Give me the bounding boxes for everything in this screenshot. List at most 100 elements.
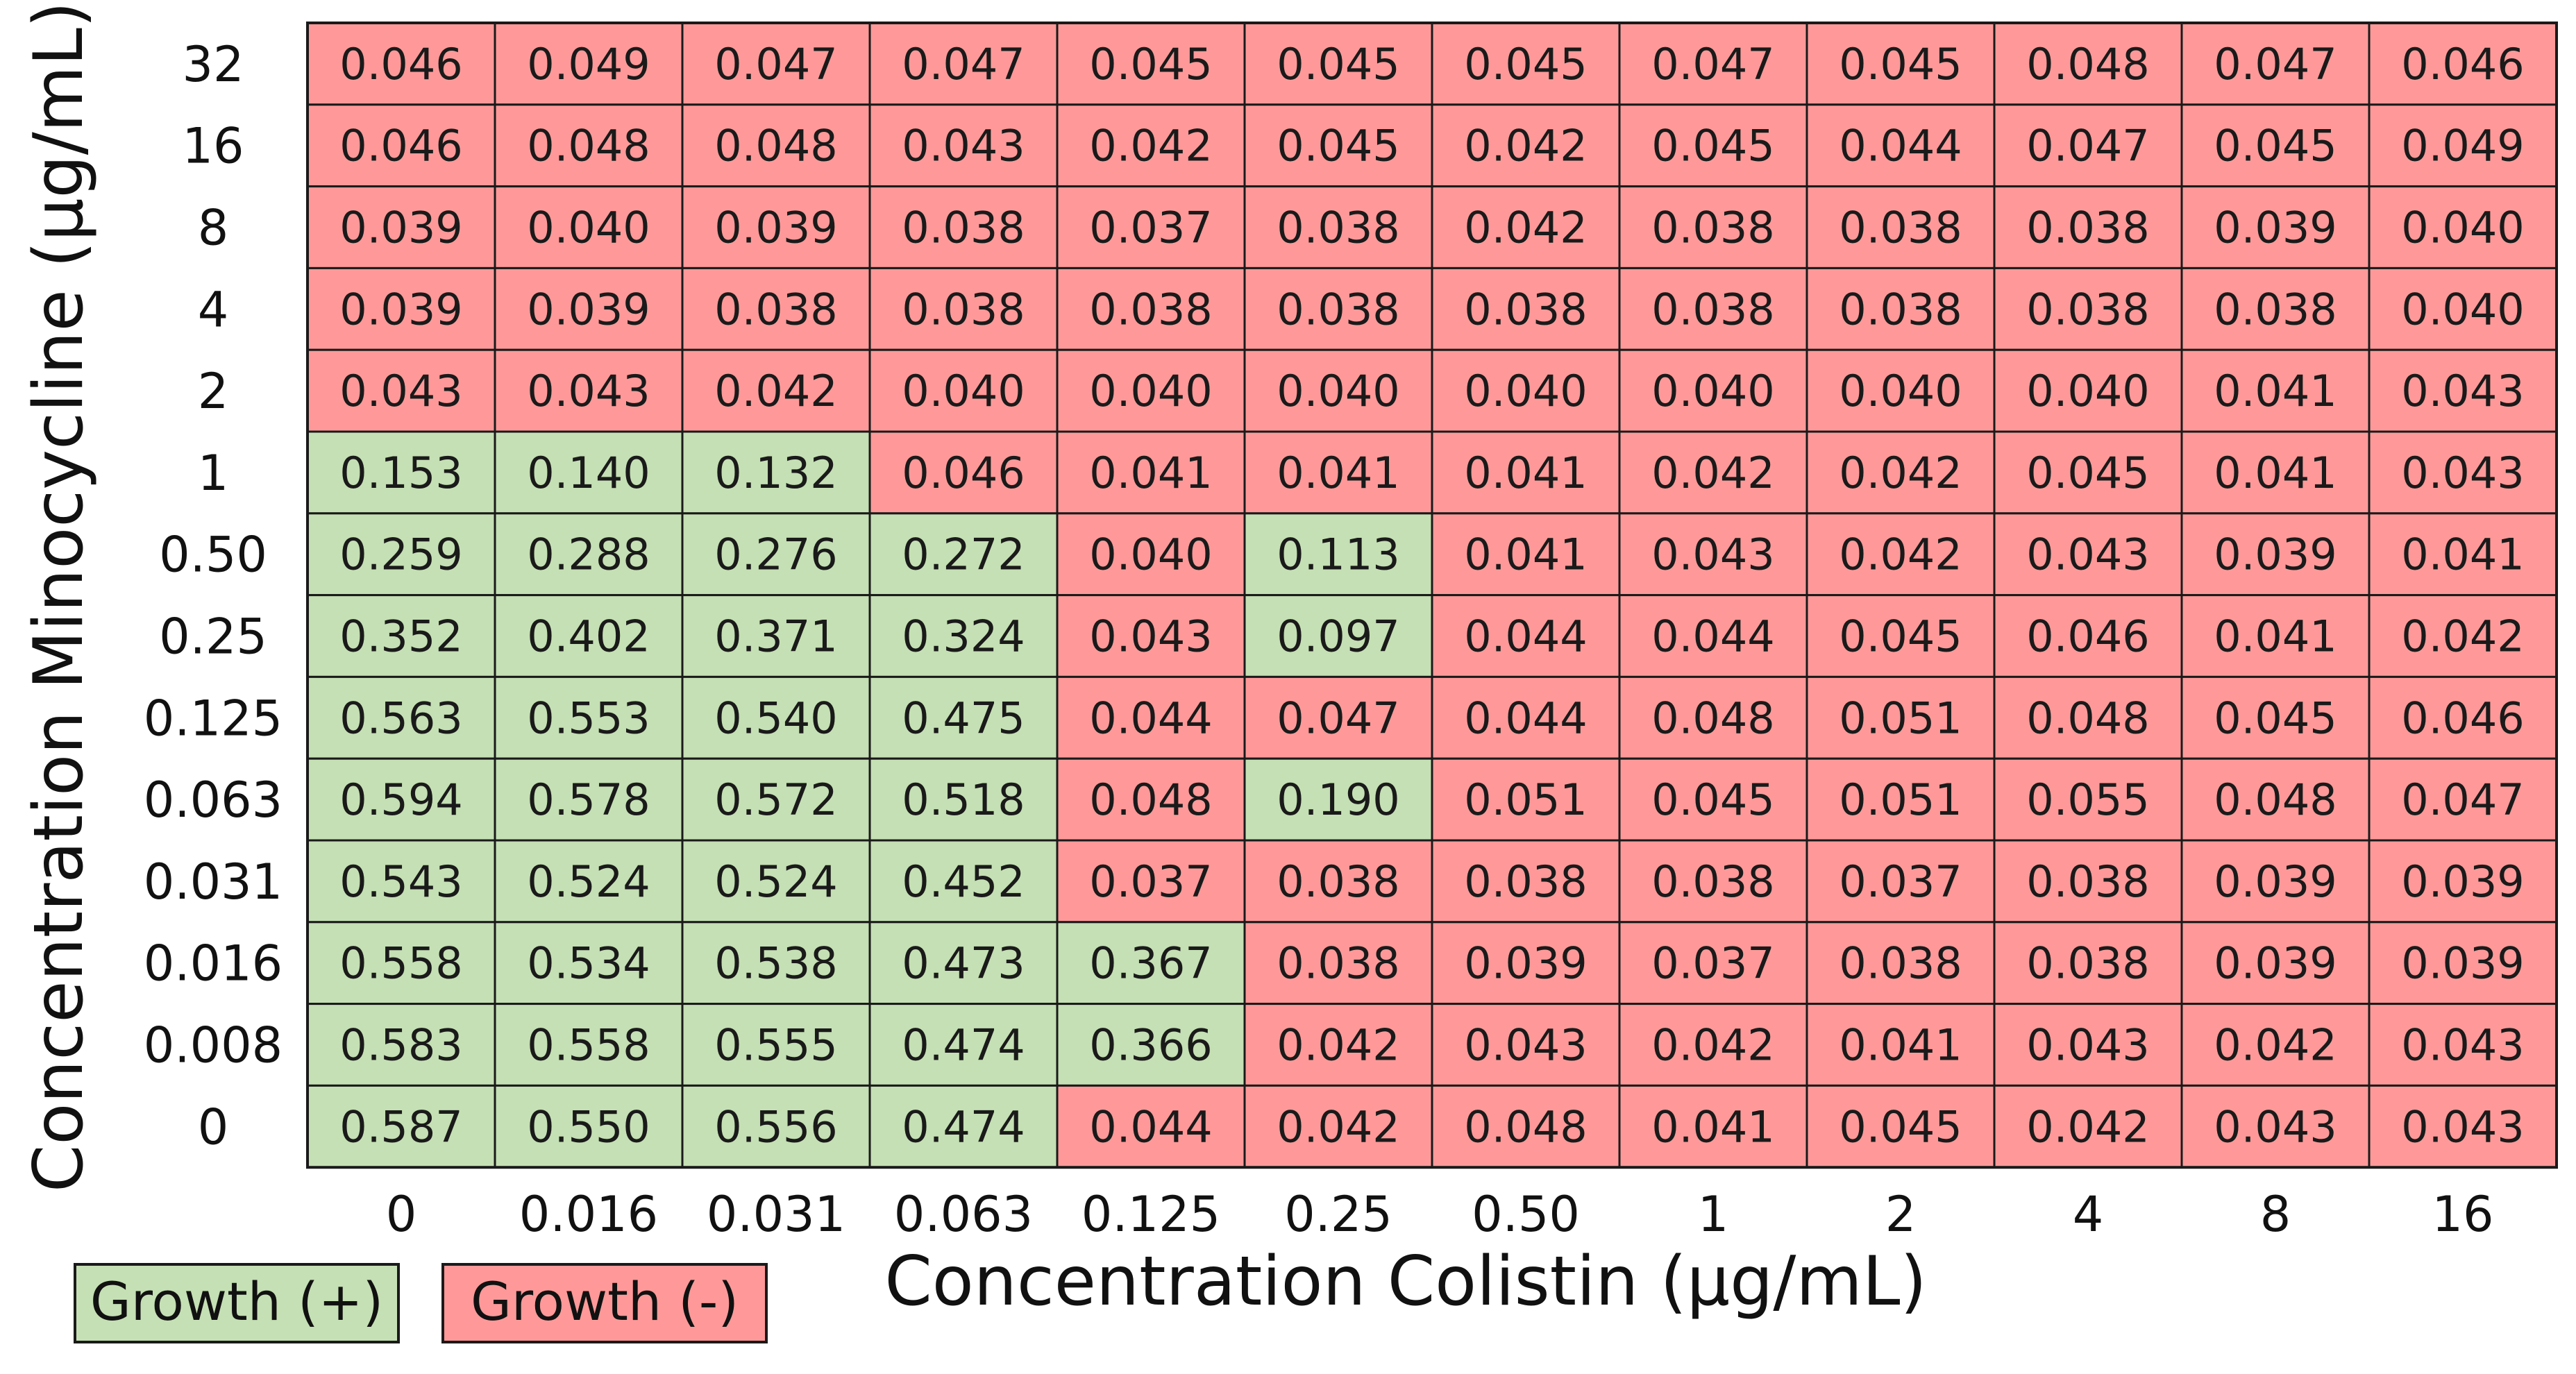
cell-value-label: 0.367 <box>1089 938 1213 989</box>
y-tick-label: 0.008 <box>144 1017 283 1074</box>
cell-value-label: 0.043 <box>2026 1020 2150 1071</box>
heatmap-cell-r8-c1 <box>494 675 684 760</box>
cell-value-label: 0.040 <box>1839 366 1962 416</box>
y-axis-ticks: 32 16 8 4 2 1 0.50 0.25 0.125 0.063 0.031 0.016 0.00… <box>144 36 283 1155</box>
cell-value-label: 0.048 <box>527 121 650 171</box>
x-axis-ticks: 0 0.016 0.031 0.063 0.125 0.25 0.50 1 2 4 8 16 <box>386 1186 2494 1243</box>
cell-value-label: 0.038 <box>1839 938 1962 989</box>
cell-value-label: 0.041 <box>2214 611 2337 662</box>
cell-value-label: 0.563 <box>339 693 463 743</box>
cell-value-label: 0.041 <box>1839 1020 1962 1071</box>
heatmap-cell-r12-c5 <box>1243 1003 1433 1087</box>
cell-value-label: 0.594 <box>339 774 463 825</box>
cell-value-label: 0.047 <box>2401 774 2525 825</box>
x-tick-label: 8 <box>2260 1186 2291 1243</box>
heatmap-cell-r5-c3 <box>868 430 1059 515</box>
cell-value-label: 0.051 <box>1839 774 1962 825</box>
cell-value-label: 0.543 <box>339 856 463 907</box>
cell-value-label: 0.037 <box>1089 856 1213 907</box>
x-tick-label: 0.016 <box>519 1186 658 1243</box>
cell-value-label: 0.276 <box>714 529 838 580</box>
y-tick-label: 32 <box>182 36 244 93</box>
cell-value-label: 0.046 <box>339 39 463 90</box>
cell-value-label: 0.046 <box>339 121 463 171</box>
cell-value-label: 0.518 <box>902 774 1025 825</box>
cell-value-label: 0.038 <box>902 203 1025 253</box>
cell-value-label: 0.040 <box>2401 284 2525 334</box>
cell-value-label: 0.047 <box>1651 39 1775 90</box>
heatmap-cell-r1-c7 <box>1618 103 1808 188</box>
heatmap-cell-r0-c1 <box>494 22 684 106</box>
cell-value-label: 0.042 <box>1651 1020 1775 1071</box>
heatmap-cell-r13-c6 <box>1431 1084 1621 1169</box>
heatmap-cell-r6-c6 <box>1431 512 1621 597</box>
x-tick-label: 0.031 <box>707 1186 845 1243</box>
heatmap-cell-r3-c3 <box>868 266 1059 351</box>
cell-value-label: 0.040 <box>1089 366 1213 416</box>
heatmap-cell-r5-c6 <box>1431 430 1621 515</box>
cell-value-label: 0.113 <box>1277 529 1400 580</box>
cell-value-label: 0.044 <box>1464 611 1588 662</box>
cell-value-label: 0.038 <box>1839 284 1962 334</box>
heatmap-cell-r2-c6 <box>1431 185 1621 269</box>
cell-value-label: 0.045 <box>1089 39 1213 90</box>
heatmap-cell-r12-c7 <box>1618 1003 1808 1087</box>
y-tick-label: 0.50 <box>159 527 267 584</box>
heatmap-cell-r1-c8 <box>1805 103 1996 188</box>
heatmap-cells: 0.046 0.049 0.047 0.047 0.045 0.045 0.045 0.047… <box>306 22 2558 1169</box>
cell-value-label: 0.040 <box>1277 366 1400 416</box>
heatmap-cell-r5-c8 <box>1805 430 1996 515</box>
heatmap-cell-r10-c11 <box>2368 839 2558 924</box>
heatmap-cell-r12-c1 <box>494 1003 684 1087</box>
heatmap-cell-r8-c2 <box>681 675 871 760</box>
cell-value-label: 0.540 <box>714 693 838 743</box>
heatmap-cell-r13-c11 <box>2368 1084 2558 1169</box>
heatmap-cell-r7-c2 <box>681 594 871 678</box>
heatmap-cell-r3-c0 <box>306 266 496 351</box>
heatmap-cell-r12-c9 <box>1993 1003 2183 1087</box>
heatmap-cell-r7-c11 <box>2368 594 2558 678</box>
cell-value-label: 0.583 <box>339 1020 463 1071</box>
heatmap-cell-r3-c8 <box>1805 266 1996 351</box>
heatmap-cell-r6-c11 <box>2368 512 2558 597</box>
heatmap-cell-r8-c10 <box>2180 675 2371 760</box>
heatmap-cell-r11-c9 <box>1993 921 2183 1006</box>
heatmap-cell-r3-c6 <box>1431 266 1621 351</box>
heatmap-cell-r5-c0 <box>306 430 496 515</box>
x-tick-label: 0 <box>386 1186 417 1243</box>
cell-value-label: 0.044 <box>1651 611 1775 662</box>
heatmap-cell-r6-c2 <box>681 512 871 597</box>
heatmap-cell-r7-c6 <box>1431 594 1621 678</box>
cell-value-label: 0.042 <box>2401 611 2525 662</box>
cell-value-label: 0.043 <box>2214 1101 2337 1152</box>
cell-value-label: 0.038 <box>2026 856 2150 907</box>
cell-value-label: 0.045 <box>2214 121 2337 171</box>
heatmap-cell-r10-c2 <box>681 839 871 924</box>
cell-value-label: 0.038 <box>1839 203 1962 253</box>
cell-value-label: 0.037 <box>1651 938 1775 989</box>
cell-value-label: 0.042 <box>1277 1101 1400 1152</box>
heatmap-cell-r13-c4 <box>1056 1084 1246 1169</box>
cell-value-label: 0.452 <box>902 856 1025 907</box>
heatmap-cell-r6-c0 <box>306 512 496 597</box>
heatmap-cell-r7-c3 <box>868 594 1059 678</box>
cell-value-label: 0.044 <box>1089 1101 1213 1152</box>
cell-value-label: 0.046 <box>902 448 1025 498</box>
cell-value-label: 0.038 <box>902 284 1025 334</box>
cell-value-label: 0.097 <box>1277 611 1400 662</box>
cell-value-label: 0.039 <box>2401 856 2525 907</box>
cell-value-label: 0.041 <box>1651 1101 1775 1152</box>
cell-value-label: 0.043 <box>2401 1020 2525 1071</box>
heatmap-cell-r9-c9 <box>1993 757 2183 842</box>
heatmap-cell-r9-c6 <box>1431 757 1621 842</box>
cell-value-label: 0.042 <box>1464 121 1588 171</box>
heatmap-cell-r4-c6 <box>1431 348 1621 433</box>
cell-value-label: 0.047 <box>714 39 838 90</box>
legend-label-growth-positive: Growth (+) <box>90 1271 383 1332</box>
heatmap-cell-r3-c2 <box>681 266 871 351</box>
cell-value-label: 0.039 <box>2214 938 2337 989</box>
cell-value-label: 0.558 <box>339 938 463 989</box>
cell-value-label: 0.042 <box>714 366 838 416</box>
heatmap-cell-r1-c1 <box>494 103 684 188</box>
